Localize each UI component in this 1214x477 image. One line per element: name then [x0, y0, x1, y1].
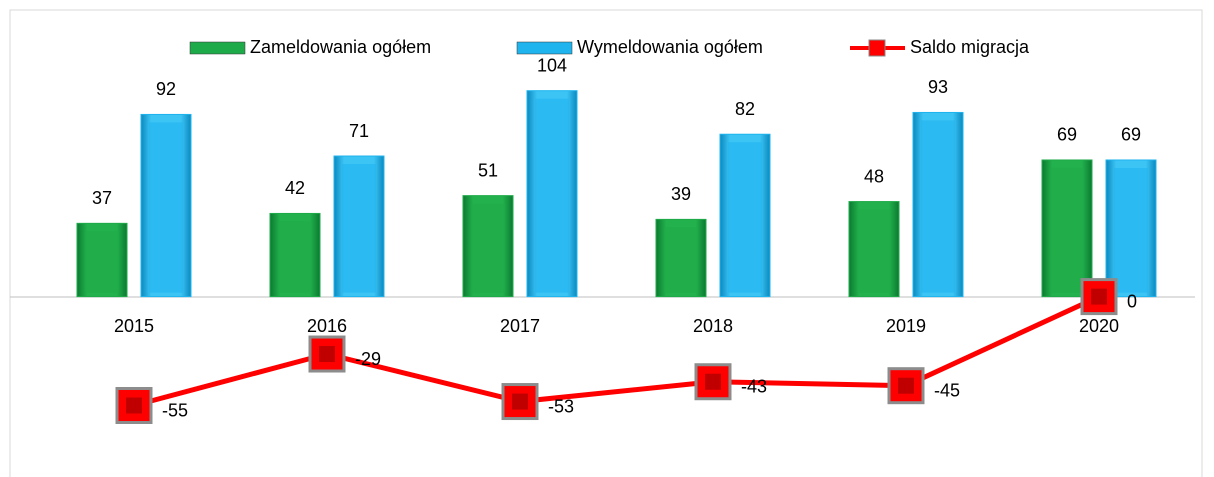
- x-tick-label: 2017: [500, 316, 540, 336]
- data-label: -29: [355, 349, 381, 369]
- data-label: 82: [735, 99, 755, 119]
- data-label: 71: [349, 121, 369, 141]
- marker-bevel: [512, 393, 528, 410]
- data-label: 42: [285, 178, 305, 198]
- plot-border: [9, 9, 1203, 477]
- x-tick-label: 2020: [1079, 316, 1119, 336]
- x-tick-label: 2015: [114, 316, 154, 336]
- data-label: 0: [1127, 291, 1137, 311]
- marker-bevel: [319, 346, 335, 363]
- data-label: 48: [864, 166, 884, 186]
- legend-swatch: [189, 41, 246, 55]
- bar-bevel: [149, 122, 183, 293]
- bar-bevel: [921, 120, 955, 293]
- bar-bevel: [85, 231, 119, 293]
- bar-bevel: [471, 203, 505, 293]
- bar-bevel: [728, 142, 762, 293]
- line-marker: [694, 363, 732, 401]
- legend-marker: [868, 39, 886, 57]
- data-label: 37: [92, 188, 112, 208]
- bar-bevel: [278, 221, 312, 293]
- data-label: -45: [934, 380, 960, 400]
- legend-swatch: [516, 41, 573, 55]
- legend-label: Zameldowania ogółem: [250, 37, 431, 57]
- bar-bevel: [535, 98, 569, 293]
- bar-bevel: [857, 209, 891, 293]
- data-label: 39: [671, 184, 691, 204]
- marker-bevel: [126, 397, 142, 414]
- data-label: 104: [537, 55, 567, 75]
- legend-label: Saldo migracja: [910, 37, 1030, 57]
- data-label: 51: [478, 160, 498, 180]
- bar-bevel: [1114, 167, 1148, 293]
- data-label: -53: [548, 396, 574, 416]
- marker-bevel: [1091, 288, 1107, 305]
- x-tick-label: 2016: [307, 316, 347, 336]
- x-tick-label: 2019: [886, 316, 926, 336]
- data-label: -55: [162, 400, 188, 420]
- data-label: 93: [928, 77, 948, 97]
- data-label: 69: [1057, 125, 1077, 145]
- data-label: -43: [741, 376, 767, 396]
- bar-bevel: [664, 227, 698, 293]
- x-tick-label: 2018: [693, 316, 733, 336]
- line: [133, 294, 1101, 408]
- bar-bevel: [342, 164, 376, 293]
- legend-label: Wymeldowania ogółem: [577, 37, 763, 57]
- data-label: 92: [156, 79, 176, 99]
- data-label: 69: [1121, 125, 1141, 145]
- bar-bevel: [1050, 167, 1084, 293]
- marker-bevel: [898, 377, 914, 394]
- marker-bevel: [705, 373, 721, 390]
